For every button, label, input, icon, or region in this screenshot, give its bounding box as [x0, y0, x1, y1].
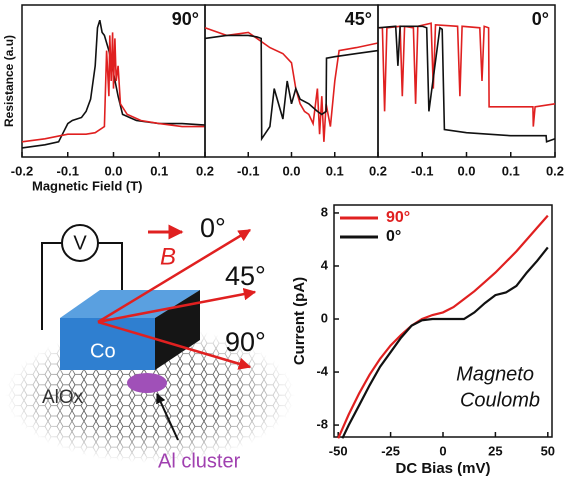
x-tick-label: 0.2	[369, 163, 387, 178]
panel-title: 90°	[172, 9, 199, 29]
x-tick-label: 0.2	[196, 163, 214, 178]
x-tick-label: -50	[329, 443, 348, 458]
annotation: Coulomb	[460, 389, 540, 411]
legend-label: 90°	[386, 209, 410, 226]
y-tick-label: -8	[316, 417, 328, 432]
y-tick-label: 8	[321, 204, 328, 219]
x-tick-label: 0.1	[150, 163, 168, 178]
substrate-label: AlOx	[42, 387, 84, 408]
data-line	[22, 32, 205, 141]
y-tick-label: 4	[321, 257, 329, 272]
figure: V Co AlOx Al cluster B 0° 45° 90° -0.2 -0…	[0, 0, 569, 481]
cluster-label: Al cluster	[158, 450, 241, 472]
y-axis-label: Current (pA)	[291, 277, 308, 365]
x-axis-label: DC Bias (mV)	[395, 460, 490, 477]
x-tick-label: 0.0	[104, 163, 122, 178]
x-tick-label: 50	[541, 443, 555, 458]
x-tick-label: -0.2	[11, 163, 33, 178]
angle-label: 45°	[225, 261, 266, 291]
x-tick-label: -0.1	[237, 163, 259, 178]
angle-label: 90°	[225, 327, 266, 357]
field-label: B	[160, 243, 176, 270]
electrode-label: Co	[90, 340, 116, 362]
x-axis-label: Magnetic Field (T)	[32, 178, 143, 193]
data-line	[205, 28, 378, 142]
panel-title: 0°	[532, 9, 549, 29]
x-tick-label: 0.1	[502, 163, 520, 178]
x-tick-label: -0.1	[411, 163, 433, 178]
y-tick-label: 0	[321, 310, 328, 325]
annotation: Magneto	[456, 363, 534, 385]
data-line	[205, 35, 378, 138]
panel-title: 45°	[345, 9, 372, 29]
al-cluster	[127, 373, 167, 393]
angle-label: 0°	[200, 213, 226, 243]
y-axis-label: Resistance (a.u)	[2, 35, 16, 127]
x-tick-label: 0	[439, 443, 446, 458]
x-tick-label: 0.1	[326, 163, 344, 178]
x-tick-label: -25	[381, 443, 400, 458]
voltmeter-label: V	[73, 232, 87, 254]
x-tick-label: 25	[488, 443, 502, 458]
legend-label: 0°	[386, 228, 401, 245]
x-tick-label: 0.0	[282, 163, 300, 178]
x-tick-label: -0.1	[57, 163, 79, 178]
data-line	[378, 23, 555, 126]
x-tick-label: 0.2	[546, 163, 564, 178]
x-tick-label: 0.0	[457, 163, 475, 178]
y-tick-label: -4	[316, 363, 328, 378]
schematic: V Co AlOx Al cluster B 0° 45° 90°	[5, 213, 295, 472]
